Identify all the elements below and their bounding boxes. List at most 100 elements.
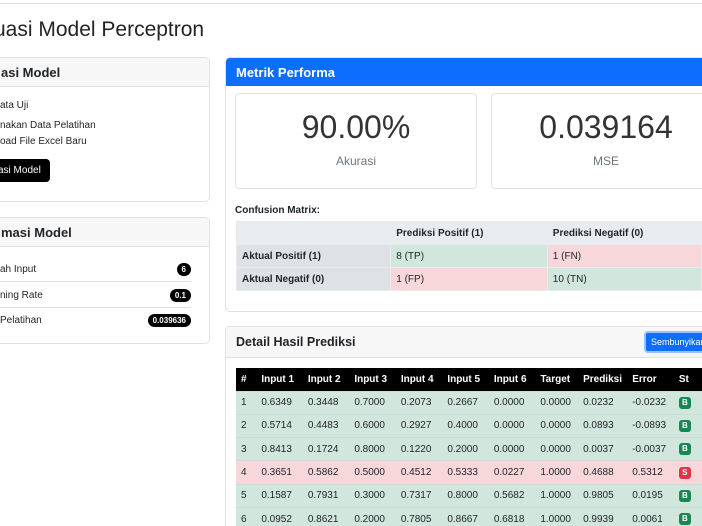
table-cell: -0.0893 bbox=[627, 413, 674, 438]
table-cell: 0.6000 bbox=[349, 413, 396, 438]
table-cell: 0.2000 bbox=[349, 506, 396, 526]
table-cell: 0.4688 bbox=[578, 460, 628, 485]
table-cell: 0.8413 bbox=[256, 437, 303, 461]
table-cell: 0.5312 bbox=[627, 460, 674, 485]
column-header: Input 6 bbox=[488, 368, 536, 391]
confusion-header-row: Prediksi Positif (1) Prediksi Negatif (0… bbox=[235, 221, 702, 245]
table-cell: 0.6349 bbox=[256, 390, 303, 415]
table-cell: 0.0000 bbox=[535, 437, 579, 461]
table-cell: 0.0000 bbox=[488, 390, 536, 415]
table-cell: 1 bbox=[236, 390, 257, 415]
table-cell-status: S bbox=[673, 460, 702, 485]
column-header: Error bbox=[627, 368, 674, 391]
table-row: 6 0.0952 0.8621 0.2000 0.7805 0.8667 0.6818 1.0… bbox=[236, 506, 702, 526]
status-badge: B bbox=[678, 489, 691, 502]
column-header: # bbox=[236, 368, 257, 391]
table-cell: 6 bbox=[236, 506, 257, 526]
table-cell: 0.1724 bbox=[302, 437, 350, 461]
confusion-cell-fp: 1 (FP) bbox=[390, 267, 548, 291]
table-cell: 0.8000 bbox=[442, 483, 489, 508]
hide-details-button-label: Sembunyikan bbox=[651, 337, 702, 347]
table-cell: 0.3448 bbox=[302, 390, 350, 415]
info-row-input-count: ah Input 6 bbox=[0, 257, 191, 282]
table-cell: 0.2667 bbox=[442, 390, 489, 415]
table-cell: 0.9939 bbox=[578, 506, 628, 526]
info-value-badge: 0.039636 bbox=[147, 314, 191, 327]
table-cell: 0.9805 bbox=[578, 483, 628, 508]
table-cell: -0.0037 bbox=[627, 437, 674, 461]
table-cell: 0.3000 bbox=[349, 483, 396, 508]
info-label: ah Input bbox=[0, 263, 37, 275]
prediction-detail-title: Detail Hasil Prediksi bbox=[236, 335, 356, 349]
info-row-learning-rate: ning Rate 0.1 bbox=[0, 283, 191, 308]
metrics-card-header: Metrik Performa bbox=[226, 58, 702, 86]
table-cell: 0.1587 bbox=[256, 483, 303, 508]
status-badge: B bbox=[678, 443, 691, 456]
table-cell-status: B bbox=[673, 390, 702, 415]
confusion-row-actual-negative: Aktual Negatif (0) 1 (FP) 10 (TN) bbox=[235, 267, 702, 291]
model-info-card-title: masi Model bbox=[1, 224, 72, 240]
top-border bbox=[0, 0, 702, 4]
table-cell: 0.8667 bbox=[442, 506, 489, 526]
table-cell: 0.0000 bbox=[535, 390, 579, 415]
radio-option-training-data[interactable]: nakan Data Pelatihan bbox=[0, 120, 96, 131]
info-label: Pelatihan bbox=[0, 315, 42, 326]
table-row: 5 0.1587 0.7931 0.3000 0.7317 0.8000 0.5682 1.0… bbox=[236, 483, 702, 508]
page-title: uasi Model Perceptron bbox=[0, 18, 205, 41]
confusion-cell-tp: 8 (TP) bbox=[390, 244, 548, 268]
column-header: Input 2 bbox=[302, 368, 350, 391]
table-cell: 0.0893 bbox=[578, 413, 628, 438]
table-cell-status: B bbox=[673, 483, 702, 508]
confusion-corner-cell bbox=[235, 221, 392, 245]
confusion-cell-tn: 10 (TN) bbox=[546, 267, 702, 291]
prediction-header-row: # Input 1 Input 2 Input 3 Input 4 Input … bbox=[236, 368, 702, 391]
hide-details-button[interactable]: Sembunyikan bbox=[644, 331, 702, 353]
table-cell: 0.7000 bbox=[349, 390, 396, 415]
table-row: 1 0.6349 0.3448 0.7000 0.2073 0.2667 0.0000 0.0… bbox=[236, 390, 702, 415]
table-cell: 0.0000 bbox=[488, 437, 536, 461]
radio-option-upload-excel[interactable]: oad File Excel Baru bbox=[0, 136, 87, 147]
table-cell: 0.2927 bbox=[395, 413, 443, 438]
status-badge: S bbox=[678, 466, 691, 479]
mse-value: 0.039164 bbox=[539, 109, 673, 145]
evaluate-model-button[interactable]: asi Model bbox=[0, 159, 50, 182]
evaluation-card-header: asi Model bbox=[0, 58, 209, 87]
accuracy-label: Akurasi bbox=[335, 154, 376, 168]
accuracy-box: 90.00% Akurasi bbox=[235, 93, 477, 189]
table-cell: -0.0232 bbox=[627, 390, 674, 415]
table-cell: 0.2073 bbox=[395, 390, 443, 415]
table-cell: 0.0227 bbox=[488, 460, 536, 485]
table-cell-status: B bbox=[673, 413, 702, 438]
column-header: Input 4 bbox=[395, 368, 443, 391]
column-header: Target bbox=[535, 368, 579, 391]
table-cell: 0.7805 bbox=[395, 506, 443, 526]
table-cell: 0.5000 bbox=[349, 460, 396, 485]
confusion-matrix-label: Confusion Matrix: bbox=[235, 205, 320, 216]
column-header: Input 5 bbox=[442, 368, 489, 391]
table-cell: 0.2000 bbox=[442, 437, 489, 461]
table-cell: 0.0232 bbox=[578, 390, 628, 415]
table-cell: 0.5333 bbox=[442, 460, 489, 485]
prediction-detail-header: Detail Hasil Prediksi bbox=[226, 327, 702, 358]
confusion-col-header: Prediksi Positif (1) bbox=[390, 221, 548, 245]
confusion-col-header: Prediksi Negatif (0) bbox=[546, 221, 702, 245]
info-value-badge: 6 bbox=[176, 262, 191, 276]
table-cell: 0.0061 bbox=[627, 506, 674, 526]
table-cell: 0.4512 bbox=[395, 460, 443, 485]
radio-option-test-data[interactable]: ata Uji bbox=[0, 100, 29, 111]
table-cell: 0.5682 bbox=[488, 483, 536, 508]
table-cell: 0.0000 bbox=[488, 413, 536, 438]
table-cell: 0.0195 bbox=[627, 483, 674, 508]
info-value-badge: 0.1 bbox=[169, 288, 191, 302]
table-cell: 0.0037 bbox=[578, 437, 628, 461]
table-cell: 0.7931 bbox=[302, 483, 350, 508]
table-cell: 0.5862 bbox=[302, 460, 350, 485]
table-cell: 0.1220 bbox=[395, 437, 443, 461]
table-cell: 0.7317 bbox=[395, 483, 443, 508]
table-cell: 1.0000 bbox=[535, 460, 579, 485]
column-header: Input 1 bbox=[256, 368, 303, 391]
table-cell: 4 bbox=[236, 460, 257, 485]
column-header: St bbox=[673, 368, 702, 391]
table-cell: 0.0000 bbox=[535, 413, 579, 438]
table-cell: 5 bbox=[236, 483, 257, 508]
